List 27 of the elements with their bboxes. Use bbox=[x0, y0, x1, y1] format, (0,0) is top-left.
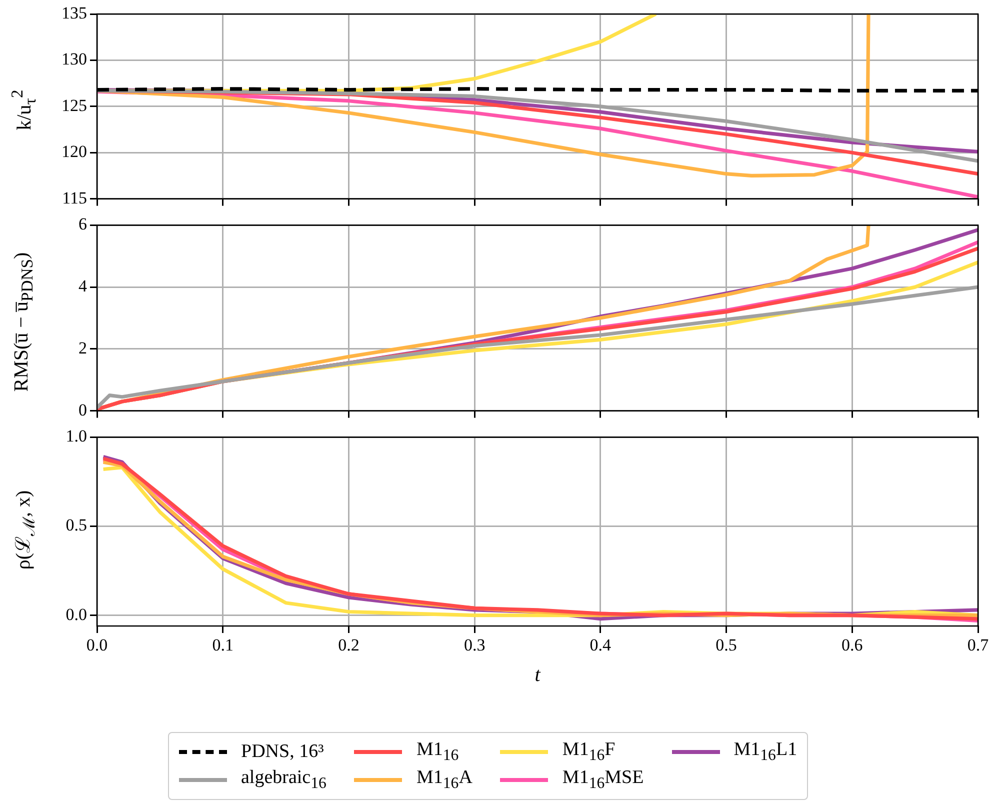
x-tick-label: 0.5 bbox=[716, 636, 737, 655]
y-tick-label: 130 bbox=[62, 50, 87, 69]
y-tick-label: 120 bbox=[62, 142, 87, 162]
legend-label: M1$_{16}$A bbox=[416, 766, 472, 793]
x-tick-label: 0.4 bbox=[590, 636, 612, 655]
x-tick-label: 0.6 bbox=[842, 636, 863, 655]
x-tick-label: 0.3 bbox=[464, 636, 486, 655]
x-tick-label: 0.7 bbox=[967, 636, 990, 655]
legend-label: M1$_{16}$ bbox=[416, 739, 459, 765]
y-tick-label: 4 bbox=[78, 276, 88, 296]
y-tick-label: 0.0 bbox=[66, 604, 87, 624]
x-tick-label: 0.1 bbox=[212, 636, 234, 655]
y-tick-label: 115 bbox=[62, 188, 87, 208]
y-tick-label: 2 bbox=[78, 338, 87, 358]
y-tick-label: 6 bbox=[78, 214, 87, 234]
x-axis-title: t bbox=[534, 664, 540, 687]
legend-label: PDNS, 16³ bbox=[241, 740, 324, 763]
x-tick-label: 0.2 bbox=[338, 636, 360, 655]
legend-label: algebraic$_{16}$ bbox=[241, 766, 326, 793]
y-tick-label: 1.0 bbox=[66, 426, 87, 446]
y-tick-label: 125 bbox=[62, 96, 87, 115]
legend-label: M1$_{16}$MSE bbox=[562, 766, 644, 793]
legend-label: M1$_{16}$F bbox=[562, 739, 616, 765]
y-tick-label: 0 bbox=[78, 400, 87, 420]
y-tick-label: 0.5 bbox=[66, 516, 87, 535]
legend-label: M1$_{16}$L1 bbox=[734, 739, 798, 765]
y-tick-label: 135 bbox=[62, 3, 87, 22]
